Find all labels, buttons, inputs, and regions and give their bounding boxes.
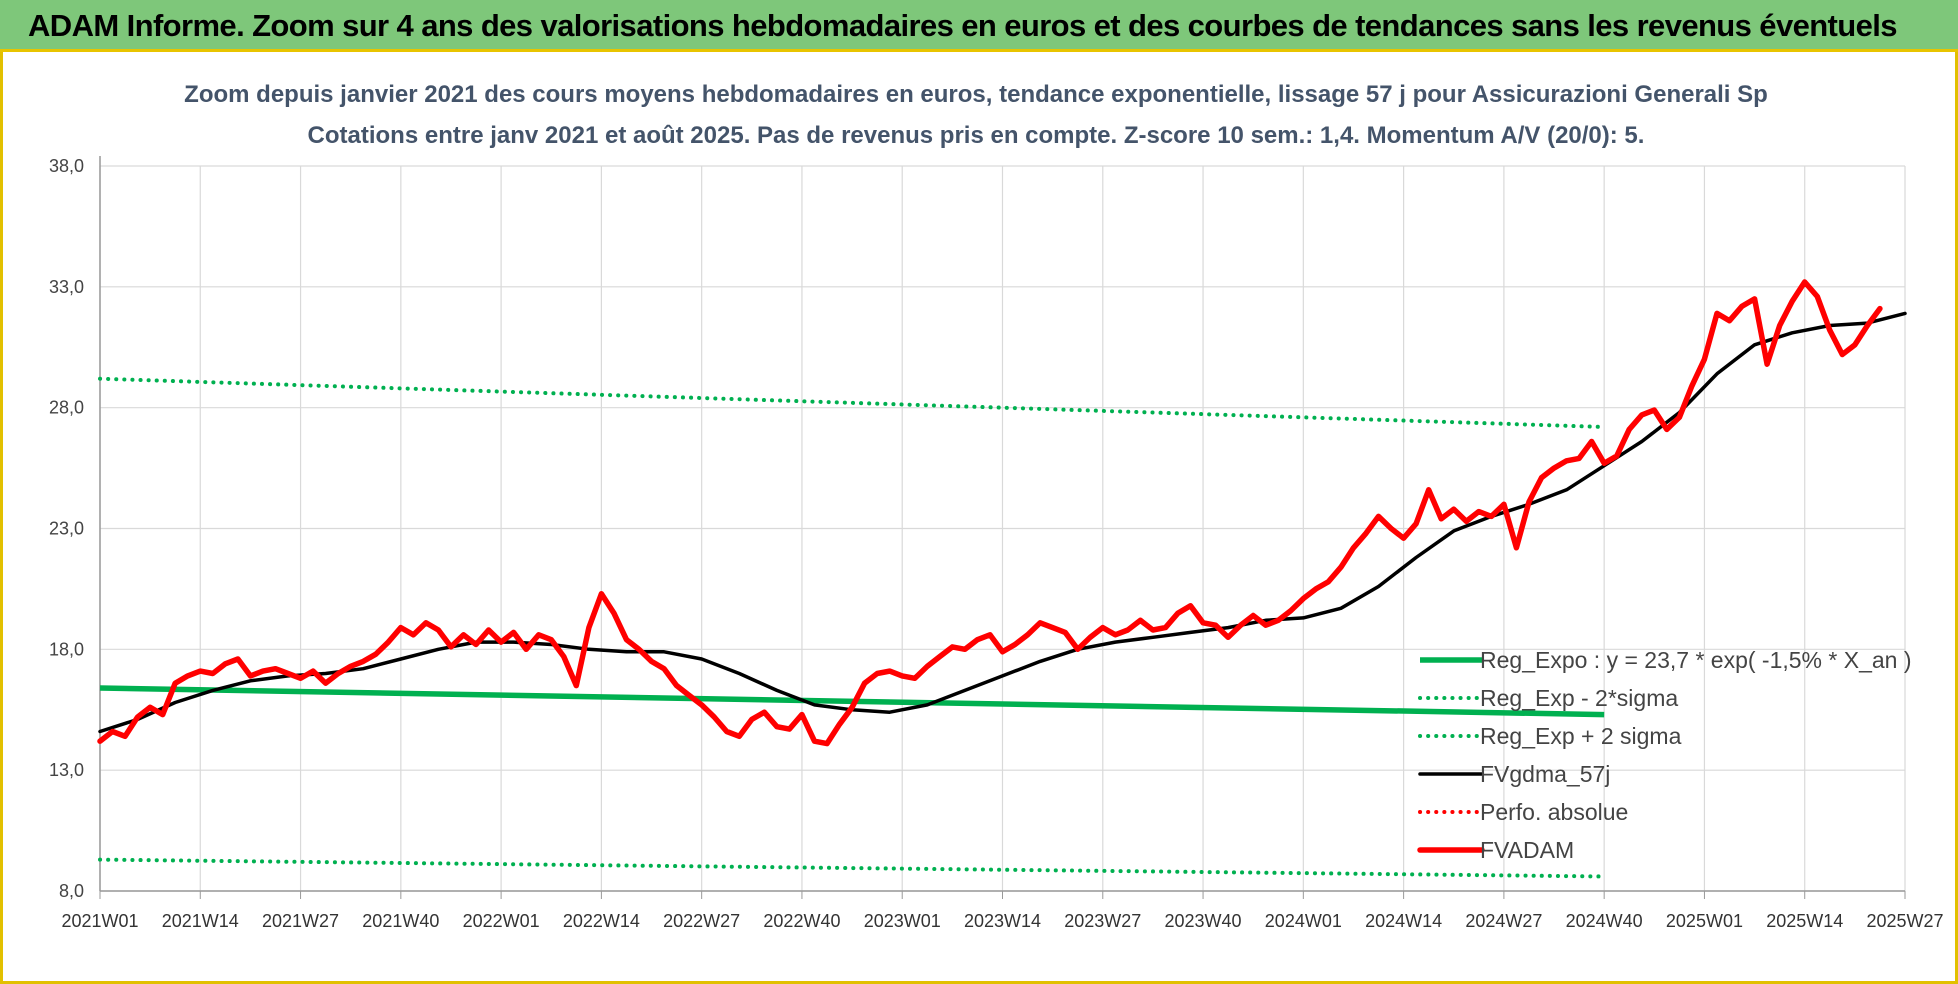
x-tick-label: 2022W27: [663, 911, 740, 931]
report-title: ADAM Informe. Zoom sur 4 ans des valoris…: [28, 8, 1898, 43]
legend-label: Reg_Exp - 2*sigma: [1480, 685, 1678, 711]
x-tick-label: 2021W27: [262, 911, 339, 931]
x-tick-label: 2021W40: [362, 911, 439, 931]
x-tick-label: 2022W14: [563, 911, 640, 931]
y-tick-label: 28,0: [49, 398, 84, 418]
series-line-fvadam: [97, 279, 1883, 747]
legend-label: Reg_Exp + 2 sigma: [1480, 723, 1682, 749]
x-tick-label: 2024W14: [1365, 911, 1442, 931]
x-tick-label: 2024W01: [1265, 911, 1342, 931]
legend: Reg_Expo : y = 23,7 * exp( -1,5% * X_an …: [1417, 647, 1912, 863]
y-tick-label: 8,0: [59, 881, 84, 901]
x-tick-label: 2025W14: [1766, 911, 1843, 931]
x-tick-label: 2021W01: [61, 911, 138, 931]
x-tick-label: 2025W27: [1866, 911, 1943, 931]
axes: 8,0 13,0 18,0 23,0 28,0 33,0 38,0 2021W01 2021W1…: [49, 156, 1944, 931]
x-tick-label: 2022W01: [463, 911, 540, 931]
series-line-reg-exp-2-sigma: [98, 376, 1607, 429]
x-tick-label: 2022W40: [763, 911, 840, 931]
x-tick-label: 2025W01: [1666, 911, 1743, 931]
gridlines: [99, 165, 1906, 892]
x-tick-label: 2024W40: [1566, 911, 1643, 931]
series-lines: [97, 279, 1907, 879]
legend-label: Perfo. absolue: [1480, 799, 1628, 825]
legend-label: FVgdma_57j: [1480, 761, 1610, 787]
x-tick-label: 2023W14: [964, 911, 1041, 931]
x-tick-label: 2023W01: [864, 911, 941, 931]
chart-subtitle: Cotations entre janv 2021 et août 2025. …: [308, 122, 1645, 149]
report-banner: ADAM Informe. Zoom sur 4 ans des valoris…: [0, 0, 1958, 52]
x-tick-label: 2024W27: [1465, 911, 1542, 931]
x-tick-label: 2023W40: [1165, 911, 1242, 931]
y-tick-label: 18,0: [49, 639, 84, 659]
series-line-reg-expo-y-23-7-exp-1-5-: [99, 685, 1605, 718]
chart-title: Zoom depuis janvier 2021 des cours moyen…: [184, 81, 1768, 108]
y-tick-label: 33,0: [49, 277, 84, 297]
series-line-reg-exp-2-sigma: [98, 857, 1607, 879]
y-tick-label: 13,0: [49, 760, 84, 780]
legend-label: Reg_Expo : y = 23,7 * exp( -1,5% * X_an …: [1480, 647, 1912, 673]
y-tick-label: 38,0: [49, 156, 84, 176]
x-tick-label: 2023W27: [1064, 911, 1141, 931]
chart-frame: [0, 52, 1958, 984]
y-tick-label: 23,0: [49, 519, 84, 539]
x-tick-label: 2021W14: [162, 911, 239, 931]
legend-label: FVADAM: [1480, 837, 1574, 863]
